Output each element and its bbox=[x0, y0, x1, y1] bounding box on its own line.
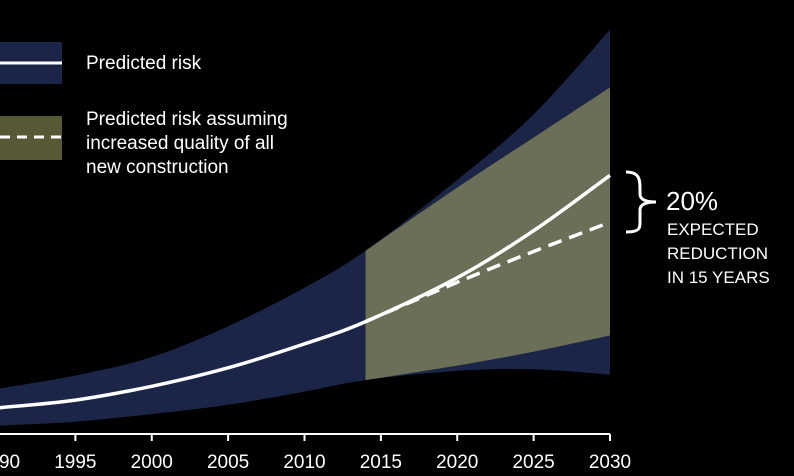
x-tick-label: 1990 bbox=[0, 452, 20, 473]
legend-label-increased-quality-line2: increased quality of all bbox=[86, 133, 274, 154]
x-tick-label: 2020 bbox=[436, 452, 478, 473]
legend-swatches bbox=[0, 42, 62, 160]
legend-label-predicted-risk: Predicted risk bbox=[86, 53, 202, 74]
band-overlap bbox=[365, 87, 610, 381]
x-tick-label: 2015 bbox=[360, 452, 402, 473]
annotation-text-line2: REDUCTION bbox=[667, 244, 769, 263]
x-tick-label: 1995 bbox=[54, 452, 96, 473]
x-tick-label: 2000 bbox=[131, 452, 173, 473]
annotation-text-line3: IN 15 YEARS bbox=[667, 268, 770, 287]
x-axis: 1990 1995 2000 2005 2010 2015 2020 2025 2030 bbox=[0, 433, 631, 473]
annotation-brace bbox=[625, 170, 657, 234]
series-lines bbox=[0, 173, 612, 410]
x-tick-label: 2025 bbox=[512, 452, 554, 473]
legend-label-increased-quality-line1: Predicted risk assuming bbox=[86, 109, 288, 130]
uncertainty-bands bbox=[0, 29, 610, 426]
annotation-value: 20% bbox=[666, 186, 719, 216]
annotation-text-line1: EXPECTED bbox=[667, 220, 759, 239]
line-predicted-risk bbox=[0, 173, 612, 410]
x-tick-label: 2005 bbox=[207, 452, 249, 473]
legend-label-increased-quality-line3: new construction bbox=[86, 157, 229, 178]
x-tick-label: 2030 bbox=[589, 452, 631, 473]
line-increased-quality bbox=[364, 220, 611, 324]
x-tick-label: 2010 bbox=[283, 452, 325, 473]
